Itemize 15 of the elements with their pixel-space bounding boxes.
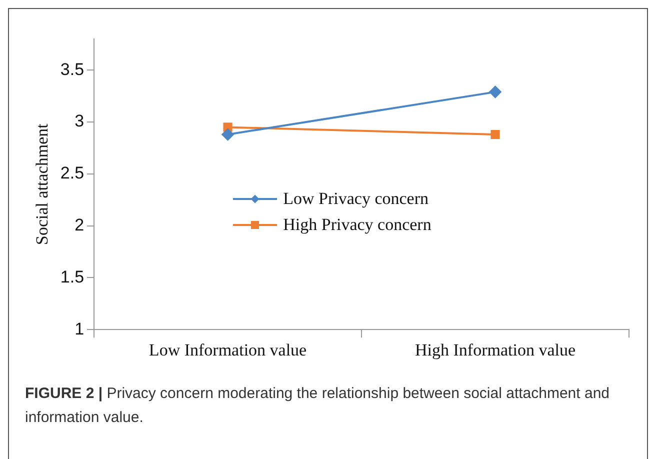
- y-tick-label: 1.5: [60, 267, 84, 286]
- y-tick-label: 2.5: [60, 164, 84, 183]
- legend-label: High Privacy concern: [283, 214, 432, 234]
- point: [489, 86, 502, 98]
- y-tick-label: 1: [74, 319, 84, 338]
- caption: FIGURE 2 | Privacy concern moderating the relationship between social attachment and information value.: [25, 384, 610, 428]
- point: [490, 130, 500, 140]
- y-tick-label: 3.5: [60, 60, 84, 79]
- y-tick-label: 2: [74, 216, 84, 234]
- legend-label: Low Privacy concern: [283, 188, 428, 208]
- x-tick-label: Low Information value: [148, 340, 307, 360]
- point: [222, 128, 234, 140]
- y-tick-label: 3: [74, 112, 84, 131]
- y-axis-title: Social attachment: [32, 123, 52, 245]
- x-tick-label: High Information value: [415, 340, 576, 360]
